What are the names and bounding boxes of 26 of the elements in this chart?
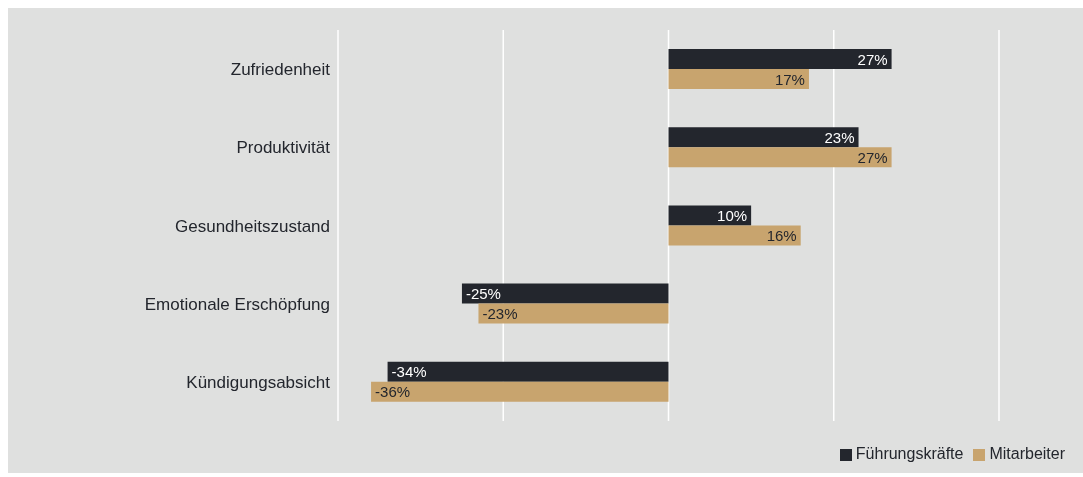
data-label: -23%	[482, 305, 518, 323]
legend-label: Mitarbeiter	[989, 445, 1065, 462]
data-label: 23%	[824, 128, 855, 146]
data-label: -36%	[375, 383, 411, 401]
y-tick-label: Kündigungsabsicht	[186, 372, 331, 392]
bar	[668, 49, 892, 69]
data-label: -34%	[391, 363, 427, 381]
data-label: 17%	[774, 70, 805, 88]
y-tick-label: Produktivität	[236, 138, 331, 158]
bar	[668, 147, 892, 168]
bar	[668, 69, 809, 89]
bar	[371, 381, 669, 402]
bar	[668, 127, 859, 148]
bar	[387, 361, 669, 382]
bar	[478, 303, 669, 324]
legend-label: Führungskräfte	[855, 445, 964, 462]
y-tick-label: Zufriedenheit	[230, 60, 331, 80]
data-label: -25%	[465, 285, 501, 303]
data-label: 27%	[857, 50, 888, 68]
bar	[668, 225, 801, 246]
y-tick-label: Emotionale Erschöpfung	[144, 294, 330, 314]
data-label: 10%	[717, 206, 748, 224]
data-label: 16%	[766, 226, 797, 244]
y-tick-label: Gesundheitszustand	[175, 216, 330, 236]
bar	[461, 283, 669, 304]
data-label: 27%	[857, 148, 888, 166]
